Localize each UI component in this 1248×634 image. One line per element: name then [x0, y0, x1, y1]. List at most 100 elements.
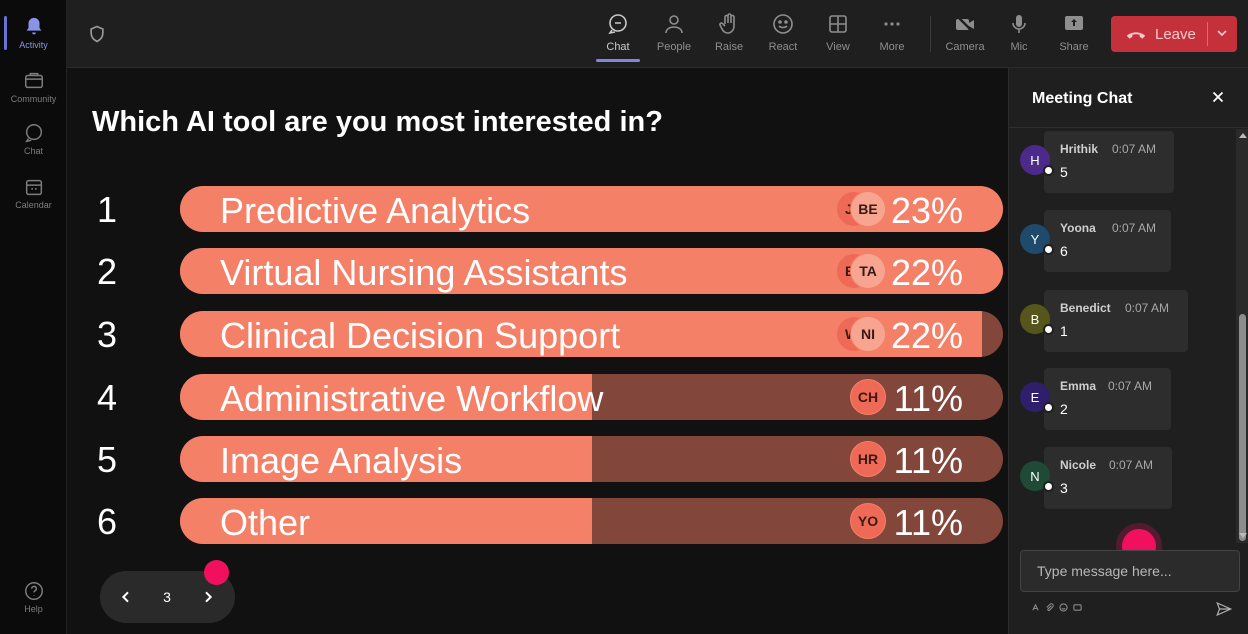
toolbar-label: React — [768, 41, 798, 53]
chat-message[interactable]: Hrithik 0:07 AM 5 H — [1009, 131, 1235, 195]
voter-avatars: BEJO — [836, 191, 886, 227]
scroll-up-icon[interactable] — [1238, 131, 1248, 141]
poll-option-label: Predictive Analytics — [220, 190, 531, 231]
send-icon[interactable] — [1214, 600, 1234, 618]
chat-header: Meeting Chat — [1009, 68, 1248, 128]
avatar[interactable]: BE — [850, 191, 886, 227]
rail-item-activity[interactable]: Activity — [0, 8, 67, 58]
rail-item-help[interactable]: Help — [0, 572, 67, 622]
message-sender: Benedict — [1060, 301, 1111, 315]
emoji-icon[interactable] — [1059, 603, 1068, 612]
toolbar-label: Chat — [606, 41, 630, 53]
gif-icon[interactable] — [1073, 603, 1082, 612]
rail-item-chat[interactable]: Chat — [0, 114, 67, 164]
presence-status-dot — [1043, 481, 1054, 492]
avatar[interactable]: HR — [850, 441, 886, 477]
rail-label: Activity — [19, 40, 48, 50]
presence-status-dot — [1043, 324, 1054, 335]
poll-option-label: Virtual Nursing Assistants — [220, 252, 628, 293]
poll-option-percent: 23% — [890, 190, 963, 231]
toolbar-react-button[interactable]: React — [757, 8, 809, 64]
page-number: 3 — [163, 589, 171, 605]
toolbar-chat-button[interactable]: Chat — [592, 8, 644, 64]
message-time: 0:07 AM — [1112, 221, 1157, 235]
poll-option-percent: 22% — [890, 252, 963, 293]
poll-option-bar[interactable]: Predictive Analytics BEJO23% — [180, 186, 1003, 232]
chat-message[interactable]: Nicole 0:07 AM 3 N — [1009, 447, 1235, 511]
toolbar-label: Mic — [1010, 41, 1028, 53]
scroll-down-icon[interactable] — [1238, 530, 1248, 540]
previous-button[interactable] — [100, 571, 152, 623]
hang-up-icon — [1126, 32, 1146, 39]
message-bubble: Emma 0:07 AM 2 — [1044, 368, 1171, 430]
mic-icon — [1012, 15, 1026, 33]
chevron-right-icon — [205, 591, 213, 603]
poll-results-panel: Which AI tool are you most interested in… — [67, 68, 1008, 634]
leave-divider — [1207, 22, 1208, 46]
toolbar-divider — [930, 16, 931, 52]
leave-button[interactable]: Leave — [1111, 16, 1237, 52]
attach-icon[interactable] — [1045, 603, 1054, 612]
chat-message-list[interactable]: Hrithik 0:07 AM 5 H Yoona 0:07 AM 6 Y Benedict 0:… — [1009, 129, 1235, 543]
poll-option-bar[interactable]: Image Analysis HR 11% — [180, 436, 1003, 482]
toolbar-share-button[interactable]: Share — [1048, 8, 1100, 64]
poll-option-bar[interactable]: Virtual Nursing Assistants TAEM22% — [180, 248, 1003, 294]
react-icon — [773, 14, 793, 34]
raise-hand-icon — [719, 13, 735, 34]
poll-option-percent: 11% — [893, 440, 963, 481]
message-sender: Emma — [1060, 379, 1097, 393]
message-sender: Yoona — [1060, 221, 1096, 235]
voter-avatars: TAEM — [836, 253, 886, 289]
message-sender: Nicole — [1060, 458, 1097, 472]
poll-question: Which AI tool are you most interested in… — [92, 106, 663, 138]
app-rail: Activity Community Chat Calendar Help — [0, 0, 67, 634]
avatar[interactable]: CH — [850, 379, 886, 415]
format-icon[interactable] — [1031, 603, 1040, 612]
avatar[interactable]: NI — [850, 316, 886, 352]
rail-label: Calendar — [15, 200, 52, 210]
avatar[interactable]: E — [1020, 382, 1050, 412]
rail-item-community[interactable]: Community — [0, 62, 67, 112]
toolbar-view-button[interactable]: View — [812, 8, 864, 64]
option-number: 4 — [97, 377, 118, 418]
message-time: 0:07 AM — [1108, 379, 1153, 393]
close-icon[interactable] — [1209, 88, 1227, 106]
toolbar-people-button[interactable]: People — [648, 8, 700, 64]
community-icon — [24, 72, 43, 89]
next-button[interactable] — [182, 571, 234, 623]
shield-icon[interactable] — [87, 24, 107, 44]
chat-message-input[interactable] — [1020, 550, 1240, 592]
message-time: 0:07 AM — [1109, 458, 1154, 472]
presence-status-dot — [1043, 244, 1054, 255]
message-text: 6 — [1060, 243, 1068, 259]
presence-status-dot — [1043, 165, 1054, 176]
presence-status-dot — [1043, 402, 1054, 413]
toolbar-more-button[interactable]: More — [866, 8, 918, 64]
toolbar-raise-button[interactable]: Raise — [703, 8, 755, 64]
message-time: 0:07 AM — [1112, 142, 1157, 156]
avatar[interactable]: YO — [850, 503, 886, 539]
option-number: 5 — [97, 439, 118, 480]
poll-option-fill — [180, 436, 592, 482]
chat-message[interactable]: Emma 0:07 AM 2 E — [1009, 368, 1235, 432]
chat-scrollbar-thumb[interactable] — [1239, 314, 1246, 541]
chevron-down-icon[interactable] — [1214, 25, 1230, 41]
toolbar-label: People — [656, 41, 692, 53]
poll-option-percent: 22% — [890, 315, 963, 356]
chat-message[interactable]: Yoona 0:07 AM 6 Y — [1009, 210, 1235, 274]
rail-label: Help — [24, 604, 43, 614]
chat-icon — [608, 14, 627, 35]
avatar[interactable]: TA — [850, 253, 886, 289]
toolbar-camera-button[interactable]: Camera — [939, 8, 991, 64]
compose-tools — [1031, 603, 1082, 612]
message-bubble: Yoona 0:07 AM 6 — [1044, 210, 1171, 272]
option-number: 6 — [97, 501, 118, 542]
message-sender: Hrithik — [1060, 142, 1099, 156]
chat-message[interactable]: Benedict 0:07 AM 1 B — [1009, 290, 1235, 354]
poll-option-bar[interactable]: Clinical Decision Support NIWI22% — [180, 311, 1003, 357]
poll-option-bar[interactable]: Administrative Workflow CH 11% — [180, 374, 1003, 420]
message-time: 0:07 AM — [1125, 301, 1170, 315]
poll-option-bar[interactable]: Other YO 11% — [180, 498, 1003, 544]
toolbar-mic-button[interactable]: Mic — [993, 8, 1045, 64]
rail-item-calendar[interactable]: Calendar — [0, 168, 67, 218]
